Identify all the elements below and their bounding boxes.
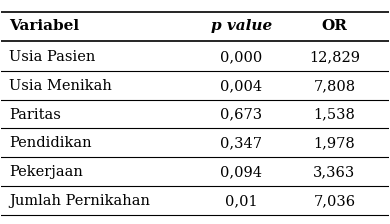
Text: 1,538: 1,538 <box>314 108 355 122</box>
Text: 0,01: 0,01 <box>225 194 258 208</box>
Text: 1,978: 1,978 <box>314 136 355 150</box>
Text: p value: p value <box>211 19 272 32</box>
Text: Variabel: Variabel <box>9 19 79 32</box>
Text: 0,347: 0,347 <box>220 136 262 150</box>
Text: Pendidikan: Pendidikan <box>9 136 92 150</box>
Text: 7,036: 7,036 <box>313 194 355 208</box>
Text: Paritas: Paritas <box>9 108 61 122</box>
Text: 0,673: 0,673 <box>220 108 262 122</box>
Text: 0,094: 0,094 <box>220 165 262 179</box>
Text: Jumlah Pernikahan: Jumlah Pernikahan <box>9 194 150 208</box>
Text: 7,808: 7,808 <box>313 79 355 93</box>
Text: 0,000: 0,000 <box>220 50 262 64</box>
Text: Usia Menikah: Usia Menikah <box>9 79 112 93</box>
Text: 0,004: 0,004 <box>220 79 262 93</box>
Text: OR: OR <box>321 19 347 32</box>
Text: 12,829: 12,829 <box>309 50 360 64</box>
Text: Pekerjaan: Pekerjaan <box>9 165 83 179</box>
Text: 3,363: 3,363 <box>313 165 356 179</box>
Text: Usia Pasien: Usia Pasien <box>9 50 96 64</box>
